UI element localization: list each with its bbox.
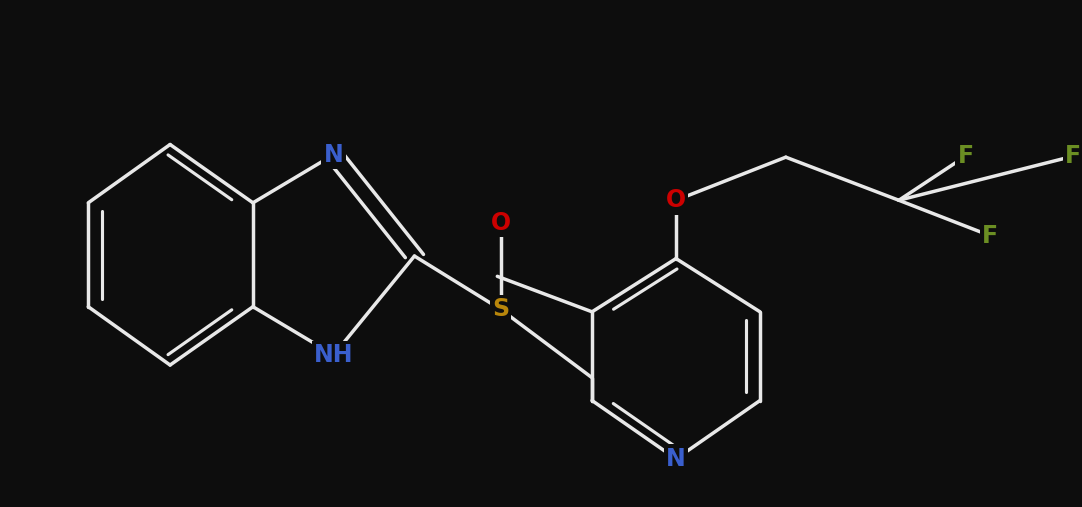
Text: N: N [324, 142, 344, 167]
Text: F: F [1065, 144, 1081, 168]
Text: S: S [492, 297, 510, 321]
Text: N: N [667, 447, 686, 471]
Text: F: F [958, 144, 974, 168]
Text: F: F [982, 224, 999, 248]
Text: O: O [665, 188, 686, 212]
Text: NH: NH [314, 343, 354, 367]
Text: O: O [490, 211, 511, 235]
